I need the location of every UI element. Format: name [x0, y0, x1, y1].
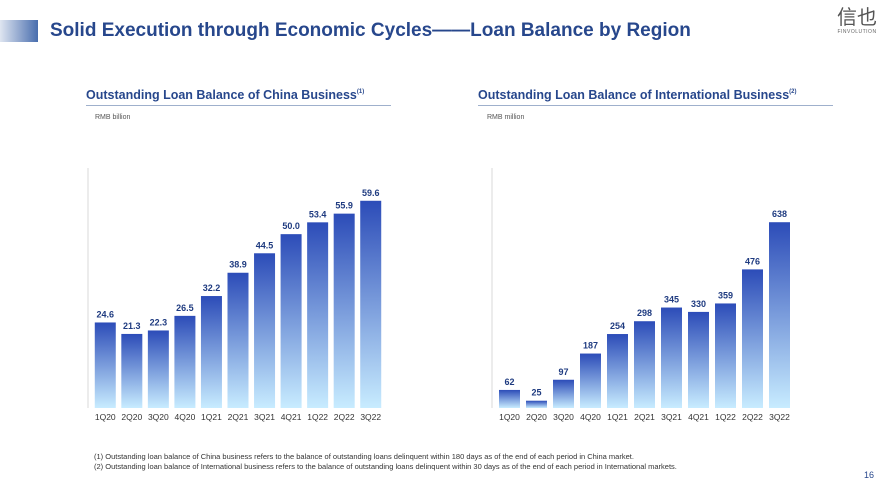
company-logo: 信也 FINVOLUTION: [832, 6, 882, 42]
china-data-label: 21.3: [123, 321, 141, 331]
china-data-label: 50.0: [282, 221, 300, 231]
international-data-label: 359: [718, 290, 733, 300]
china-bar: [360, 200, 382, 408]
china-bar: [254, 253, 276, 408]
international-x-tick-label: 3Q21: [661, 412, 682, 422]
international-x-tick-label: 4Q21: [688, 412, 709, 422]
international-data-label: 187: [583, 341, 598, 351]
china-chart-title: Outstanding Loan Balance of China Busine…: [86, 88, 391, 106]
china-x-tick-label: 4Q21: [281, 412, 302, 422]
international-x-tick-label: 1Q21: [607, 412, 628, 422]
international-x-tick-label: 2Q20: [526, 412, 547, 422]
china-x-tick-label: 4Q20: [175, 412, 196, 422]
china-x-tick-label: 3Q21: [254, 412, 275, 422]
china-x-tick-label: 2Q22: [334, 412, 355, 422]
international-x-tick-label: 2Q21: [634, 412, 655, 422]
international-x-tick-label: 1Q20: [499, 412, 520, 422]
china-footnote-ref: (1): [356, 89, 365, 95]
international-bar: [526, 400, 547, 408]
international-data-label: 330: [691, 299, 706, 309]
footnotes: (1) Outstanding loan balance of China bu…: [94, 452, 677, 472]
china-x-tick-label: 1Q22: [307, 412, 328, 422]
china-data-label: 32.2: [203, 283, 221, 293]
china-bar: [333, 213, 355, 408]
international-data-label: 345: [664, 295, 679, 305]
international-bar: [661, 307, 682, 408]
china-data-label: 44.5: [256, 240, 274, 250]
china-bar: [174, 315, 196, 408]
international-data-label: 62: [504, 377, 514, 387]
footnote-2: (2) Outstanding loan balance of Internat…: [94, 462, 677, 471]
international-x-tick-label: 1Q22: [715, 412, 736, 422]
china-bar: [227, 272, 249, 408]
international-bar: [742, 269, 763, 408]
china-x-tick-label: 1Q20: [95, 412, 116, 422]
international-x-tick-label: 4Q20: [580, 412, 601, 422]
page-title: Solid Execution through Economic Cycles—…: [50, 20, 691, 41]
china-data-label: 26.5: [176, 303, 194, 313]
international-data-label: 25: [531, 388, 541, 398]
china-x-tick-label: 3Q20: [148, 412, 169, 422]
china-chart-title-text: Outstanding Loan Balance of China Busine…: [86, 88, 357, 102]
china-x-tick-label: 2Q20: [121, 412, 142, 422]
international-data-label: 97: [558, 367, 568, 377]
china-data-label: 38.9: [229, 260, 247, 270]
logo-subtext: FINVOLUTION: [837, 29, 877, 35]
international-bar: [499, 389, 520, 408]
international-bar: [769, 222, 790, 408]
international-bar: [580, 353, 601, 408]
china-data-label: 24.6: [97, 309, 115, 319]
international-x-tick-label: 2Q22: [742, 412, 763, 422]
footnote-1: (1) Outstanding loan balance of China bu…: [94, 452, 634, 461]
international-data-label: 638: [772, 209, 787, 219]
china-bar: [280, 234, 302, 408]
china-x-tick-label: 1Q21: [201, 412, 222, 422]
china-chart-unit: RMB billion: [95, 114, 131, 121]
page-number: 16: [864, 470, 875, 480]
international-chart-unit: RMB million: [487, 114, 525, 121]
international-x-tick-label: 3Q20: [553, 412, 574, 422]
international-bar-chart: 62 1Q20 25 2Q20 97 3Q20 187 4Q20 254 1Q21 298 2Q21 3…: [491, 168, 790, 422]
china-bar: [94, 322, 116, 408]
china-bar: [147, 330, 169, 408]
china-bar: [200, 296, 222, 408]
china-bar-chart: 24.6 1Q20 21.3 2Q20 22.3 3Q20 26.5 4Q20 32.2 1Q21…: [87, 168, 382, 422]
international-chart-title: Outstanding Loan Balance of Internationa…: [478, 88, 833, 106]
international-footnote-ref: (2): [789, 89, 797, 95]
international-bar: [634, 321, 655, 408]
international-x-tick-label: 3Q22: [769, 412, 790, 422]
international-data-label: 298: [637, 308, 652, 318]
international-bar: [607, 334, 628, 408]
china-data-label: 59.6: [362, 188, 380, 198]
china-data-label: 55.9: [335, 201, 353, 211]
china-bar: [121, 333, 143, 408]
international-chart-title-text: Outstanding Loan Balance of Internationa…: [478, 88, 790, 102]
china-bar: [307, 222, 329, 408]
international-data-label: 254: [610, 321, 625, 331]
international-data-label: 476: [745, 256, 760, 266]
china-x-tick-label: 2Q21: [228, 412, 249, 422]
international-bar: [715, 303, 736, 408]
logo-mark: 信也: [837, 5, 877, 29]
china-data-label: 53.4: [309, 209, 327, 219]
title-accent-bar: [0, 20, 38, 42]
china-chart-panel: Outstanding Loan Balance of China Busine…: [86, 88, 391, 433]
international-bar: [553, 379, 574, 408]
china-data-label: 22.3: [150, 317, 168, 327]
china-x-tick-label: 3Q22: [360, 412, 381, 422]
international-chart-panel: Outstanding Loan Balance of Internationa…: [478, 88, 833, 433]
international-bar: [688, 311, 709, 408]
